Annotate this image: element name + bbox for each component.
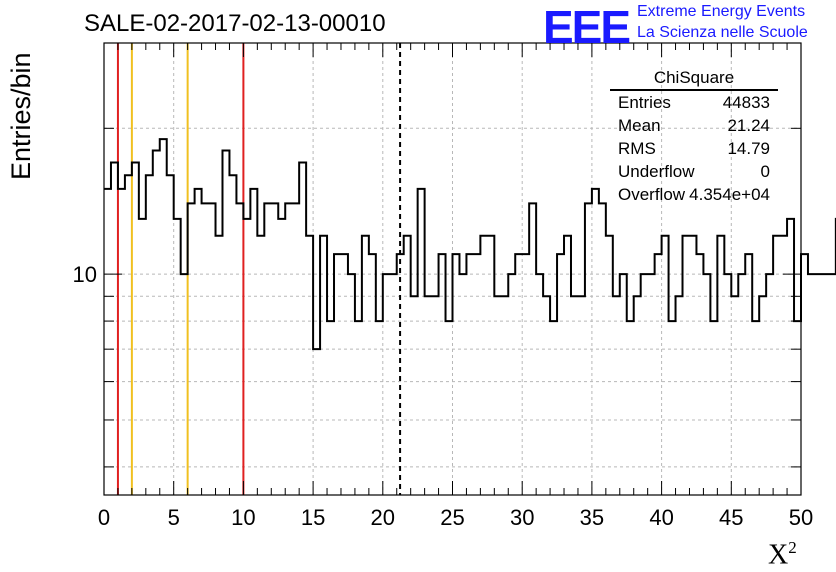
axis-tick-labels: 0 5 10 15 20 25 30 35 40 45 50 10 (73, 262, 814, 530)
stats-value: 4.354e+04 (689, 185, 770, 204)
stats-key: RMS (618, 139, 656, 158)
y-axis-label: Entries/bin (6, 52, 36, 180)
eee-logo: EEE (543, 1, 631, 53)
stats-key: Underflow (618, 162, 695, 181)
logo-caption-1: Extreme Energy Events (637, 3, 806, 20)
logo-caption-2: La Scienza nelle Scuole (637, 24, 808, 41)
x-tick-label: 35 (580, 505, 604, 530)
x-tick-label: 5 (168, 505, 180, 530)
x-tick-label: 10 (231, 505, 255, 530)
histogram-series (104, 138, 836, 351)
x-tick-label: 40 (649, 505, 673, 530)
stats-box-name: ChiSquare (610, 68, 778, 91)
stats-value: 0 (760, 162, 770, 181)
x-tick-label: 30 (510, 505, 534, 530)
stats-value: 14.79 (727, 139, 770, 158)
axis-ticks (103, 42, 802, 495)
stats-row-underflow: Underflow 0 (610, 160, 778, 183)
stats-box: ChiSquare Entries 44833 Mean 21.24 RMS 1… (610, 68, 778, 206)
x-tick-label: 25 (440, 505, 464, 530)
stats-key: Entries (618, 93, 671, 112)
stats-row-entries: Entries 44833 (610, 91, 778, 114)
stats-value: 44833 (722, 93, 770, 112)
x-tick-label: 50 (789, 505, 813, 530)
marker-lines (116, 43, 402, 495)
stats-key: Overflow (618, 185, 686, 204)
x-tick-label: 45 (719, 505, 743, 530)
y-tick-label: 10 (73, 262, 97, 287)
x-tick-label: 20 (371, 505, 395, 530)
x-tick-label: 0 (98, 505, 110, 530)
x-axis-label: X2 (768, 538, 797, 571)
chart-title: SALE-02-2017-02-13-00010 (84, 10, 386, 37)
stats-row-mean: Mean 21.24 (610, 114, 778, 137)
stats-row-overflow: Overflow 4.354e+04 (610, 183, 778, 206)
stats-value: 21.24 (727, 116, 770, 135)
stats-row-rms: RMS 14.79 (610, 137, 778, 160)
stats-key: Mean (618, 116, 661, 135)
x-tick-label: 15 (301, 505, 325, 530)
